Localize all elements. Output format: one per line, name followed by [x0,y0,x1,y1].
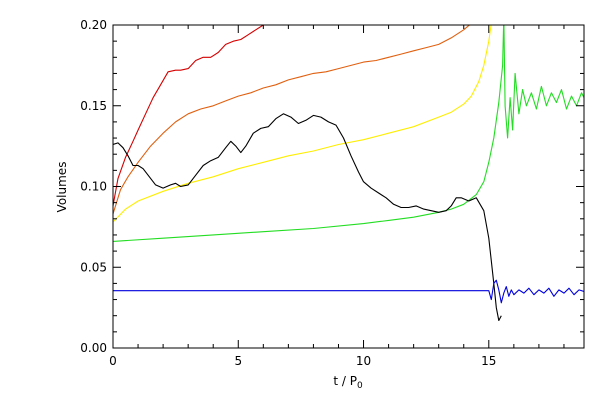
x-tick-label: 0 [109,354,117,368]
y-axis-label: Volumes [55,162,69,213]
x-tick-label: 5 [234,354,242,368]
ticks-layer: 0 5 10 15 0.00 0.05 0.10 0.15 0.20 [80,18,584,368]
x-tick-label: 10 [356,354,371,368]
plot-frame [112,24,585,349]
series-line-4 [113,25,584,242]
series-line-2 [113,25,471,215]
y-tick-label: 0.05 [80,260,107,274]
series-line-1 [113,25,265,206]
y-tick-label: 0.10 [80,180,107,194]
y-tick-label: 0.00 [80,341,107,355]
series-layer [113,25,584,322]
series-line-5 [113,113,502,322]
x-tick-label: 15 [481,354,496,368]
y-tick-label: 0.15 [80,99,107,113]
y-tick-label: 0.20 [80,18,107,32]
series-line-3 [113,25,492,223]
series-line-6 [113,279,584,304]
x-axis-label: t / P0 [333,374,363,391]
